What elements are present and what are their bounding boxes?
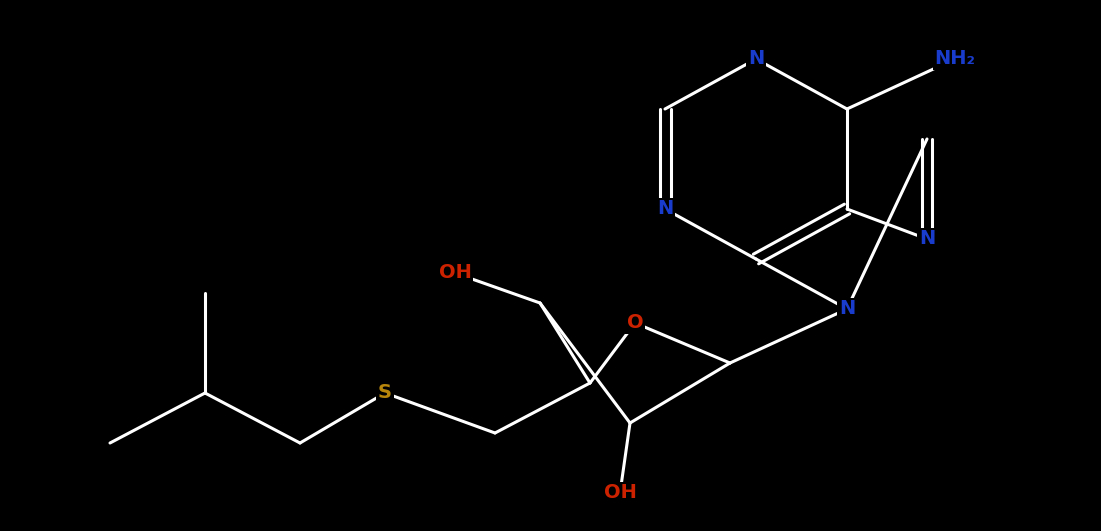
Text: N: N <box>657 200 673 218</box>
Text: N: N <box>748 49 764 68</box>
Text: N: N <box>919 229 935 249</box>
Text: OH: OH <box>438 263 471 282</box>
Text: O: O <box>626 313 643 332</box>
Text: NH₂: NH₂ <box>935 49 975 68</box>
Text: S: S <box>378 383 392 402</box>
Text: OH: OH <box>603 484 636 502</box>
Text: N: N <box>839 299 855 319</box>
